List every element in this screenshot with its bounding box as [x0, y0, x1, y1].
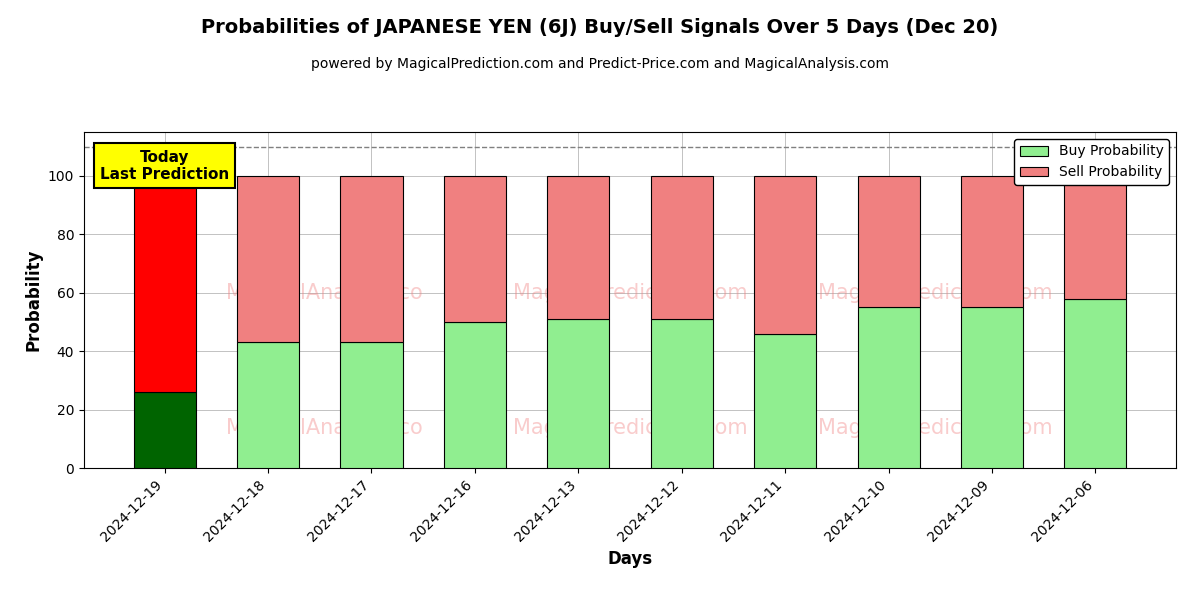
Bar — [1064, 299, 1127, 468]
Bar — [858, 307, 919, 468]
Text: MagicalPrediction.com: MagicalPrediction.com — [818, 283, 1054, 303]
Text: MagicalAnalysis.co: MagicalAnalysis.co — [226, 418, 422, 437]
Bar — [754, 334, 816, 468]
Bar — [858, 176, 919, 307]
Bar — [754, 176, 816, 334]
Text: MagicalPrediction.com: MagicalPrediction.com — [512, 418, 748, 437]
Text: MagicalPrediction.com: MagicalPrediction.com — [818, 418, 1054, 437]
Text: powered by MagicalPrediction.com and Predict-Price.com and MagicalAnalysis.com: powered by MagicalPrediction.com and Pre… — [311, 57, 889, 71]
Legend: Buy Probability, Sell Probability: Buy Probability, Sell Probability — [1014, 139, 1169, 185]
Bar — [961, 307, 1022, 468]
Bar — [238, 176, 299, 343]
Text: Today
Last Prediction: Today Last Prediction — [100, 149, 229, 182]
Text: MagicalPrediction.com: MagicalPrediction.com — [512, 283, 748, 303]
Bar — [444, 322, 506, 468]
Text: MagicalAnalysis.co: MagicalAnalysis.co — [226, 283, 422, 303]
Bar — [341, 343, 402, 468]
Bar — [547, 176, 610, 319]
Bar — [650, 319, 713, 468]
Bar — [444, 176, 506, 322]
Bar — [547, 319, 610, 468]
Bar — [341, 176, 402, 343]
Text: Probabilities of JAPANESE YEN (6J) Buy/Sell Signals Over 5 Days (Dec 20): Probabilities of JAPANESE YEN (6J) Buy/S… — [202, 18, 998, 37]
Bar — [1064, 176, 1127, 299]
X-axis label: Days: Days — [607, 550, 653, 568]
Y-axis label: Probability: Probability — [24, 249, 42, 351]
Bar — [650, 176, 713, 319]
Bar — [133, 392, 196, 468]
Bar — [961, 176, 1022, 307]
Bar — [238, 343, 299, 468]
Bar — [133, 176, 196, 392]
